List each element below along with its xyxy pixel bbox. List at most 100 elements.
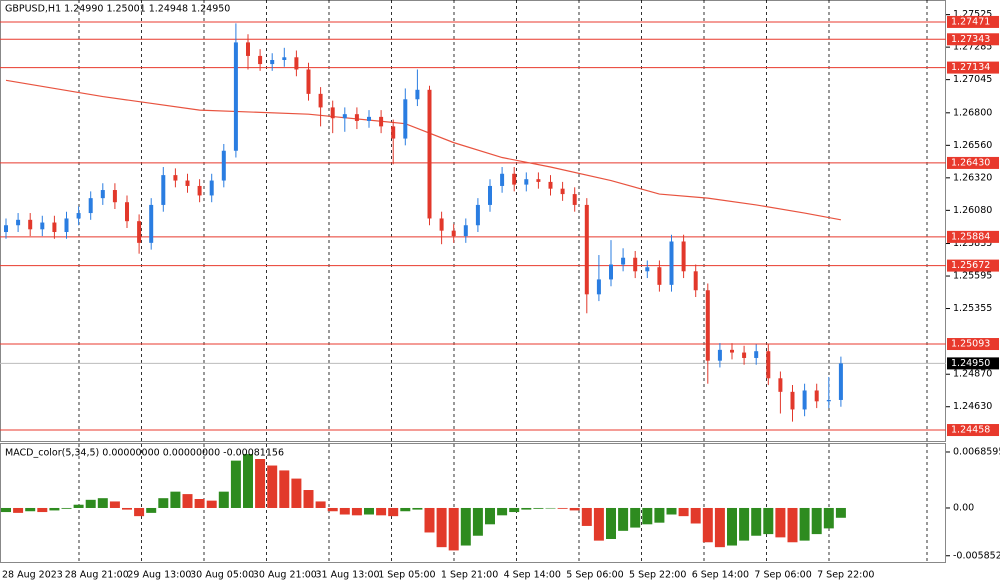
macd-bar bbox=[85, 499, 96, 508]
macd-bar bbox=[436, 507, 447, 548]
candle-body bbox=[52, 222, 57, 233]
macd-bar bbox=[690, 507, 701, 524]
macd-bar bbox=[230, 460, 241, 508]
level-label: 1.25672 bbox=[951, 260, 990, 271]
y-tick-label: 1.26800 bbox=[953, 107, 992, 118]
time-label: 30 Aug 21:00 bbox=[253, 570, 317, 581]
macd-bar bbox=[158, 498, 169, 508]
macd-bar bbox=[388, 507, 399, 517]
macd-bar bbox=[714, 507, 725, 548]
macd-bar bbox=[823, 507, 834, 529]
level-label: 1.26430 bbox=[951, 157, 990, 168]
macd-bar bbox=[376, 507, 387, 516]
macd-bar bbox=[351, 507, 362, 516]
candle-body bbox=[403, 99, 408, 139]
candle-body bbox=[125, 202, 129, 222]
level-tag bbox=[947, 230, 999, 243]
macd-bar bbox=[279, 470, 290, 508]
candle-body bbox=[197, 185, 202, 196]
candle-body bbox=[173, 175, 178, 181]
time-label: 5 Sep 06:00 bbox=[566, 570, 623, 581]
candle-body bbox=[40, 222, 45, 230]
macd-bar bbox=[593, 507, 604, 541]
candle-body bbox=[28, 219, 33, 230]
y-tick-label: 1.25595 bbox=[953, 271, 992, 282]
time-label: 1 Sep 05:00 bbox=[378, 570, 435, 581]
macd-y-tick-label: 0.00 bbox=[953, 502, 974, 513]
level-tag bbox=[947, 338, 999, 351]
level-label: 1.25884 bbox=[951, 231, 990, 242]
candle-body bbox=[475, 204, 480, 226]
macd-bar bbox=[666, 507, 677, 515]
macd-bar bbox=[170, 491, 181, 508]
candle-body bbox=[596, 279, 601, 295]
candle-body bbox=[693, 271, 698, 291]
macd-bar bbox=[472, 507, 483, 536]
time-label: 5 Sep 22:00 bbox=[629, 570, 686, 581]
time-label: 29 Aug 13:00 bbox=[127, 570, 191, 581]
candle-body bbox=[717, 349, 722, 361]
macd-bar bbox=[545, 507, 556, 509]
candle-body bbox=[621, 257, 626, 265]
symbol-header: GBPUSD,H1 1.24990 1.25001 1.24948 1.2495… bbox=[5, 4, 230, 15]
candle-body bbox=[730, 349, 734, 353]
candle-body bbox=[330, 107, 335, 119]
candle-body bbox=[294, 57, 299, 70]
macd-bar bbox=[533, 507, 544, 509]
candle-body bbox=[246, 42, 250, 56]
macd-bar bbox=[775, 507, 786, 538]
candle-body bbox=[161, 175, 166, 205]
macd-bar bbox=[206, 500, 217, 508]
macd-bar bbox=[424, 507, 435, 533]
macd-y-tick-label: -0.00585237 bbox=[953, 550, 1000, 561]
time-label: 28 Aug 21:00 bbox=[65, 570, 129, 581]
level-tag bbox=[947, 259, 999, 272]
candle-body bbox=[427, 89, 432, 219]
macd-bar bbox=[521, 507, 532, 510]
level-tag bbox=[947, 15, 999, 28]
candle-body bbox=[282, 57, 287, 61]
candle-body bbox=[657, 267, 662, 285]
candle-body bbox=[306, 69, 311, 94]
macd-bar bbox=[61, 507, 72, 509]
macd-bar bbox=[569, 507, 580, 511]
candle-body bbox=[560, 188, 565, 195]
macd-bar bbox=[497, 507, 508, 516]
candle-body bbox=[524, 179, 529, 185]
level-label: 1.27134 bbox=[951, 62, 990, 73]
candle-body bbox=[112, 190, 117, 203]
level-tag bbox=[947, 61, 999, 74]
macd-bar bbox=[255, 459, 266, 508]
macd-bar bbox=[134, 507, 145, 517]
macd-bar bbox=[654, 507, 665, 523]
macd-bar bbox=[267, 465, 278, 508]
candle-body bbox=[488, 185, 492, 205]
candle-body bbox=[838, 363, 843, 400]
candle-body bbox=[802, 390, 807, 410]
time-label: 7 Sep 06:00 bbox=[754, 570, 811, 581]
time-label: 30 Aug 05:00 bbox=[190, 570, 254, 581]
macd-bar bbox=[811, 507, 822, 535]
candle-body bbox=[137, 221, 142, 243]
candle-body bbox=[778, 378, 783, 392]
candle-body bbox=[681, 241, 686, 272]
time-label: 7 Sep 22:00 bbox=[817, 570, 874, 581]
y-tick-label: 1.27525 bbox=[953, 9, 992, 20]
y-tick-label: 1.25835 bbox=[953, 238, 992, 249]
macd-bar bbox=[751, 507, 762, 536]
macd-bar bbox=[25, 507, 36, 512]
candle-body bbox=[4, 225, 8, 233]
macd-bar bbox=[727, 507, 737, 546]
candle-body bbox=[645, 267, 650, 272]
candle-body bbox=[415, 89, 420, 100]
candle-body bbox=[64, 218, 69, 233]
time-label: 1 Sep 21:00 bbox=[441, 570, 498, 581]
candle-body bbox=[790, 391, 795, 410]
candle-body bbox=[318, 93, 323, 108]
candle-body bbox=[814, 390, 819, 402]
moving-average bbox=[5, 79, 842, 221]
y-tick-label: 1.24870 bbox=[953, 369, 992, 380]
macd-bar bbox=[509, 507, 520, 513]
candle-body bbox=[354, 114, 359, 121]
